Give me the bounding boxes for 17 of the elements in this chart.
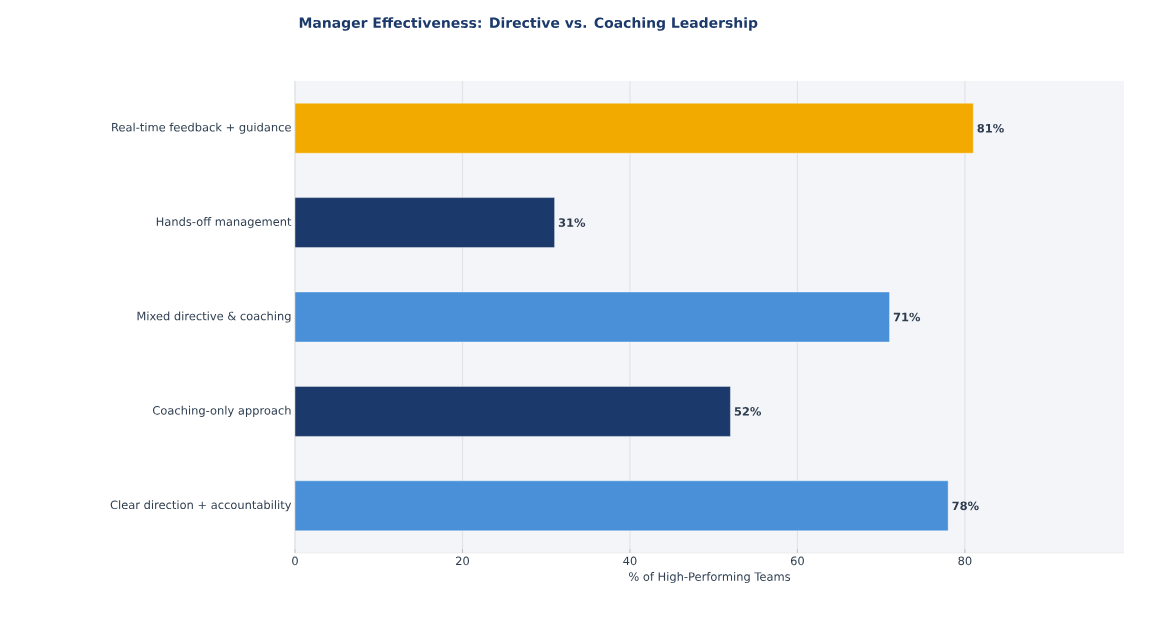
data-label: 78% xyxy=(952,501,979,511)
chart-title: Manager Effectiveness: Directive vs. Coaching Leadership xyxy=(299,17,758,31)
x-tick-label: 0 xyxy=(292,556,298,566)
data-label: 52% xyxy=(734,407,762,416)
x-axis-title: % of High-Performing Teams xyxy=(628,572,791,584)
data-label: 81% xyxy=(977,123,1004,133)
x-tick-label: 60 xyxy=(790,556,804,566)
y-tick-label: Mixed directive & coaching xyxy=(137,311,291,323)
x-tick-label: 40 xyxy=(623,556,637,566)
y-tick-label: Clear direction + accountability xyxy=(110,500,292,512)
y-tick-label: Coaching-only approach xyxy=(152,405,291,417)
x-tick-label: 80 xyxy=(958,556,972,566)
data-label: 31% xyxy=(558,218,586,227)
data-label: 71% xyxy=(893,312,921,322)
y-tick-label: Hands-off management xyxy=(156,217,292,229)
y-tick-label: Real-time feedback + guidance xyxy=(112,122,291,134)
x-tick-label: 20 xyxy=(456,556,469,566)
